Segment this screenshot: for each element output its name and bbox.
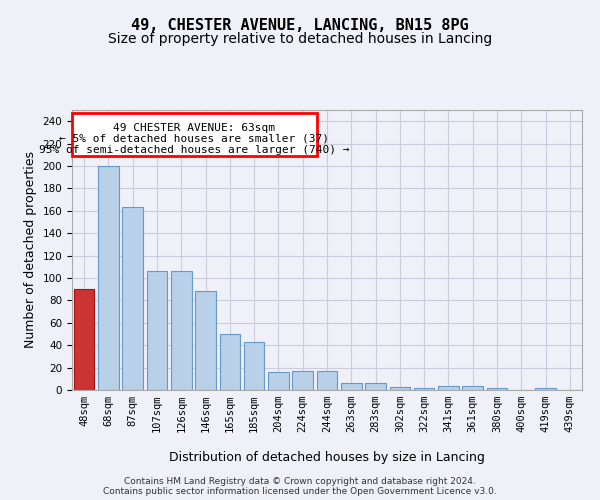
Bar — [535, 388, 556, 390]
Bar — [389, 386, 410, 390]
Bar — [244, 342, 265, 390]
Bar — [414, 388, 434, 390]
Bar — [438, 386, 459, 390]
Bar — [487, 388, 508, 390]
Text: ← 5% of detached houses are smaller (37): ← 5% of detached houses are smaller (37) — [59, 134, 329, 144]
Bar — [195, 292, 216, 390]
Bar — [268, 372, 289, 390]
Bar — [171, 272, 191, 390]
Text: 49 CHESTER AVENUE: 63sqm: 49 CHESTER AVENUE: 63sqm — [113, 122, 275, 132]
Bar — [98, 166, 119, 390]
Text: 95% of semi-detached houses are larger (740) →: 95% of semi-detached houses are larger (… — [39, 145, 350, 155]
Bar — [146, 272, 167, 390]
FancyBboxPatch shape — [72, 113, 317, 156]
Y-axis label: Number of detached properties: Number of detached properties — [24, 152, 37, 348]
Text: Contains public sector information licensed under the Open Government Licence v3: Contains public sector information licen… — [103, 486, 497, 496]
Bar — [74, 289, 94, 390]
Bar — [317, 371, 337, 390]
Bar — [463, 386, 483, 390]
Text: Size of property relative to detached houses in Lancing: Size of property relative to detached ho… — [108, 32, 492, 46]
Text: 49, CHESTER AVENUE, LANCING, BN15 8PG: 49, CHESTER AVENUE, LANCING, BN15 8PG — [131, 18, 469, 32]
Bar — [341, 384, 362, 390]
Bar — [292, 371, 313, 390]
Bar — [122, 208, 143, 390]
Bar — [365, 384, 386, 390]
Text: Distribution of detached houses by size in Lancing: Distribution of detached houses by size … — [169, 451, 485, 464]
Text: Contains HM Land Registry data © Crown copyright and database right 2024.: Contains HM Land Registry data © Crown c… — [124, 476, 476, 486]
Bar — [220, 334, 240, 390]
